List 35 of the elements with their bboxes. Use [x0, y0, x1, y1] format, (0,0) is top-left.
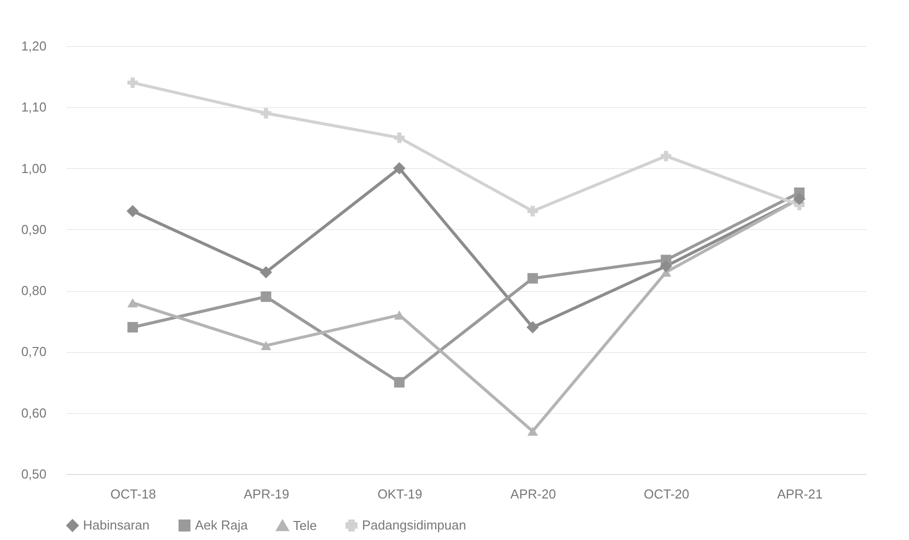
point	[393, 162, 406, 174]
point	[526, 321, 539, 334]
point	[527, 426, 538, 436]
point	[260, 341, 272, 350]
point	[660, 150, 672, 162]
y-tick-label: 0,50	[21, 466, 46, 482]
y-tick-label: 1,20	[21, 38, 46, 54]
x-tick-label: APR-21	[777, 486, 823, 502]
x-tick-label: OCT-20	[644, 486, 690, 502]
point	[660, 260, 672, 272]
point	[260, 266, 272, 278]
point	[527, 206, 538, 216]
y-tick-label: 1,00	[21, 160, 46, 176]
x-tick-label: OKT-19	[377, 486, 422, 502]
y-tick-label: 0,80	[21, 283, 46, 298]
y-tick-label: 0,70	[21, 344, 46, 360]
point	[394, 377, 405, 388]
legend-label: Tele	[293, 518, 317, 533]
x-tick-label: APR-19	[244, 486, 290, 502]
y-tick-label: 1,10	[21, 100, 46, 115]
point	[260, 291, 272, 302]
y-tick-label: 0,90	[21, 222, 46, 237]
y-tick-label: 0,60	[21, 405, 46, 420]
point	[127, 77, 138, 88]
x-tick-label: OCT-18	[110, 486, 156, 502]
point	[260, 108, 272, 118]
point	[127, 298, 138, 308]
legend-label: Aek Raja	[195, 518, 249, 533]
x-tick-label: APR-20	[510, 486, 556, 502]
point	[126, 204, 139, 218]
point	[127, 322, 138, 332]
point	[394, 132, 405, 143]
legend-label: Padangsidimpuan	[362, 518, 466, 533]
legend-label: Habinsaran	[83, 518, 150, 533]
point	[527, 273, 538, 284]
